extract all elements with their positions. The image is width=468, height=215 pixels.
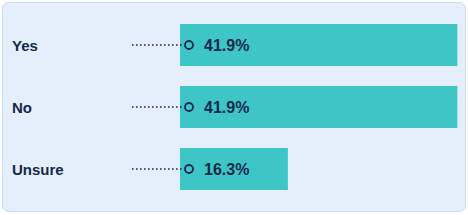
leader-line: [132, 44, 184, 46]
leaders: [132, 41, 193, 173]
bars: [180, 24, 457, 190]
category-label: Yes: [12, 37, 38, 54]
chart-container: Yes 41.9% No 41.9% Unsure 16.3%: [0, 0, 468, 215]
leader-dot: [185, 103, 193, 111]
labels: Yes 41.9% No 41.9% Unsure 16.3%: [12, 37, 249, 179]
data-label: 41.9%: [204, 99, 249, 116]
data-label: 41.9%: [204, 37, 249, 54]
leader-dot: [185, 165, 193, 173]
bar: [180, 24, 457, 66]
category-label: Unsure: [12, 161, 64, 178]
category-label: No: [12, 99, 32, 116]
panel-background: [3, 3, 466, 212]
leader-line: [132, 168, 184, 170]
leader-line: [132, 106, 184, 108]
chart-svg: Yes 41.9% No 41.9% Unsure 16.3%: [0, 0, 468, 215]
leader-dot: [185, 41, 193, 49]
bar: [180, 86, 457, 128]
data-label: 16.3%: [204, 161, 249, 178]
bar: [180, 148, 288, 190]
